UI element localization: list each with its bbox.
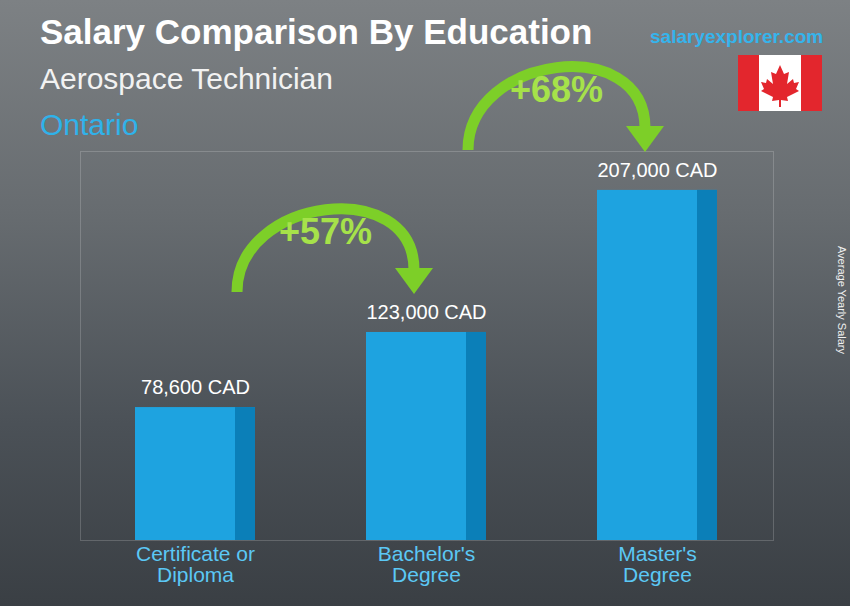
svg-text:78,600 CAD: 78,600 CAD <box>141 376 250 398</box>
svg-text:Master'sDegree: Master'sDegree <box>618 542 697 586</box>
svg-text:Bachelor'sDegree: Bachelor'sDegree <box>378 542 475 586</box>
html-text:Average Yearly Salary: Average Yearly Salary <box>836 246 848 354</box>
svg-text:123,000 CAD: 123,000 CAD <box>366 301 486 323</box>
svg-text:+68%: +68% <box>510 69 603 110</box>
html-text:Aerospace Technician: Aerospace Technician <box>40 62 333 95</box>
svg-text:+57%: +57% <box>279 211 372 252</box>
svg-text:207,000 CAD: 207,000 CAD <box>597 159 717 181</box>
html-text:salaryexplorer.com: salaryexplorer.com <box>650 26 824 47</box>
html-text:Ontario: Ontario <box>40 108 139 141</box>
svg-text:Certificate orDiploma: Certificate orDiploma <box>136 542 255 586</box>
html-text:Salary Comparison By Education: Salary Comparison By Education <box>40 12 593 51</box>
